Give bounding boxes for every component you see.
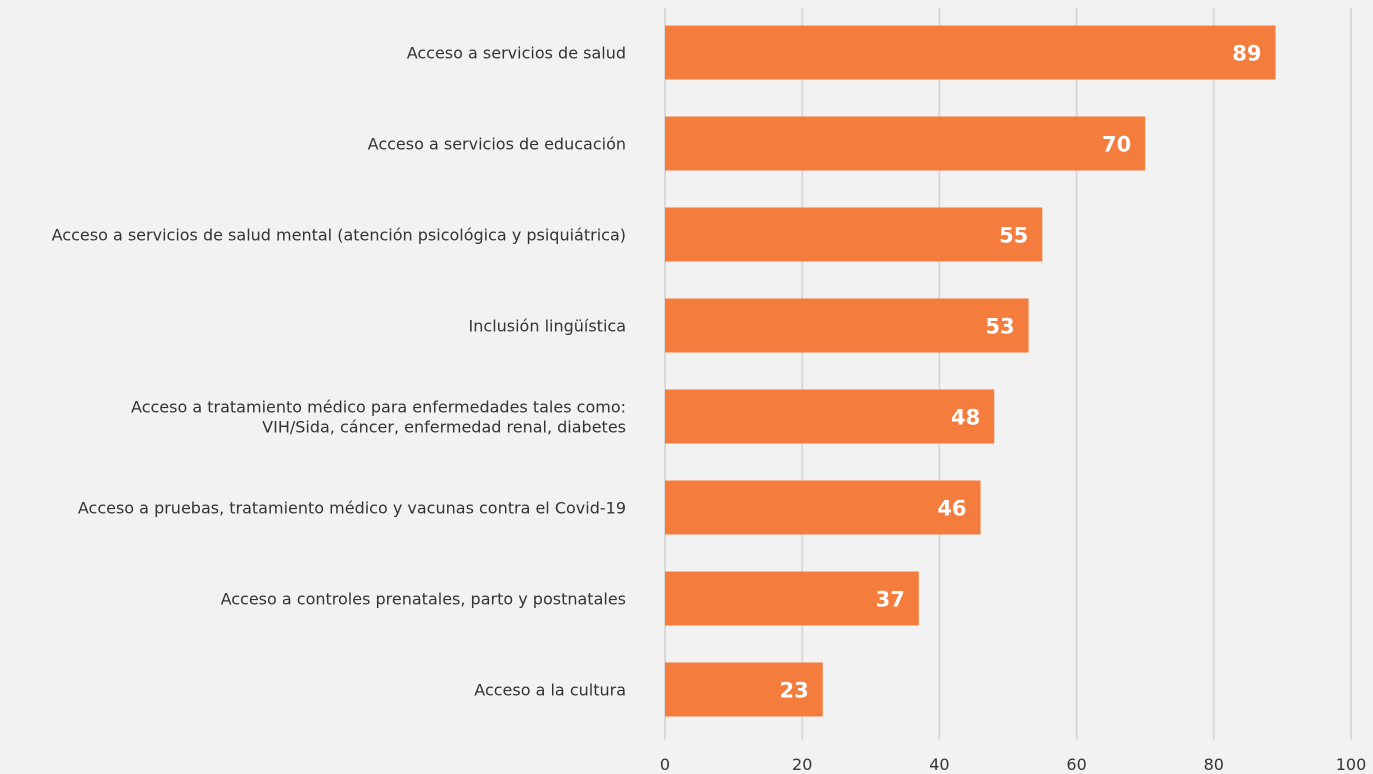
data-label: 55	[999, 224, 1028, 248]
bar	[665, 571, 919, 626]
x-tick-label: 0	[660, 755, 670, 774]
x-tick-label: 20	[792, 755, 812, 774]
bar	[665, 480, 981, 535]
category-label: Acceso a la cultura	[474, 681, 626, 700]
data-label: 48	[951, 406, 980, 430]
category-label: Acceso a tratamiento médico para enferme…	[131, 398, 626, 417]
category-label: Acceso a controles prenatales, parto y p…	[221, 590, 626, 609]
x-axis: 0 20 40 60 80 100	[660, 755, 1366, 774]
category-label: Inclusión lingüística	[469, 317, 626, 336]
category-label: Acceso a servicios de educación	[368, 135, 626, 154]
bar	[665, 298, 1029, 353]
category-label: Acceso a servicios de salud	[407, 44, 626, 63]
x-tick-label: 60	[1066, 755, 1086, 774]
x-tick-label: 80	[1204, 755, 1224, 774]
bar	[665, 25, 1276, 80]
category-label: VIH/Sida, cáncer, enfermedad renal, diab…	[262, 418, 626, 437]
bar	[665, 207, 1043, 262]
x-tick-label: 40	[929, 755, 949, 774]
bar	[665, 662, 823, 717]
bars	[665, 25, 1276, 717]
category-label: Acceso a pruebas, tratamiento médico y v…	[78, 499, 626, 518]
data-label: 53	[985, 315, 1014, 339]
data-label: 23	[780, 679, 809, 703]
bar	[665, 389, 995, 444]
value-labels: 89 70 55 53 48 46 37 23	[780, 42, 1262, 703]
category-labels: Acceso a servicios de salud Acceso a serv…	[52, 44, 626, 700]
category-label: Acceso a servicios de salud mental (aten…	[52, 226, 626, 245]
data-label: 70	[1102, 133, 1131, 157]
data-label: 37	[876, 588, 905, 612]
data-label: 89	[1232, 42, 1261, 66]
bar	[665, 116, 1146, 171]
x-tick-label: 100	[1336, 755, 1367, 774]
data-label: 46	[937, 497, 966, 521]
